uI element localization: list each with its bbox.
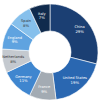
value-label: 8% — [10, 59, 16, 64]
value-label: 11% — [19, 78, 28, 83]
plot — [2, 4, 98, 100]
slice — [30, 4, 50, 33]
value-label: 9% — [12, 39, 18, 44]
value-label: 8% — [23, 23, 29, 28]
value-label: 9% — [41, 89, 47, 94]
slice — [2, 49, 31, 72]
value-label: 29% — [75, 29, 84, 34]
data-labels: China29%United States19%France9%Germany1… — [2, 12, 87, 94]
slice — [50, 4, 98, 64]
value-label: 19% — [71, 80, 80, 85]
value-label: 7% — [39, 15, 45, 20]
chart: China29%United States19%France9%Germany1… — [0, 0, 100, 104]
slice — [53, 57, 97, 99]
